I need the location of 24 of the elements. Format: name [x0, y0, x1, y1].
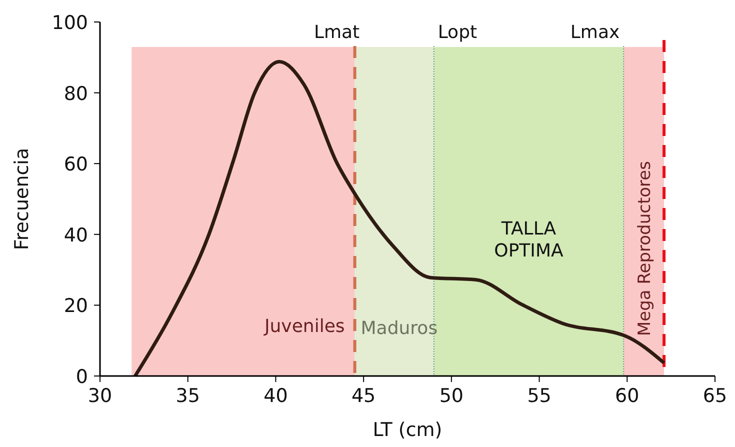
x-axis-title: LT (cm) [372, 419, 442, 441]
y-axis-title: Frecuencia [11, 148, 33, 250]
x-tick-label: 30 [88, 385, 112, 407]
y-tick-label: 100 [52, 12, 88, 34]
band-label: Maduros [360, 318, 438, 339]
band-label: TALLA OPTIMA [494, 218, 564, 262]
x-tick-label: 50 [439, 385, 464, 407]
y-tick-label: 60 [64, 154, 88, 176]
x-tick-label: 65 [702, 385, 728, 407]
ref-line-label: Lopt [438, 22, 478, 43]
x-tick-label: 60 [615, 385, 640, 407]
x-tick-label: 35 [176, 385, 200, 407]
ref-line-label: Lmax [570, 22, 620, 43]
y-tick-label: 80 [64, 82, 88, 105]
x-tick-label: 45 [351, 385, 376, 407]
ref-line-label: Lmat [314, 22, 360, 43]
line-series [133, 60, 666, 378]
y-tick-label: 20 [64, 295, 88, 318]
x-tick-label: 55 [527, 385, 552, 407]
y-tick-label: 0 [76, 366, 88, 388]
y-tick-label: 40 [64, 224, 88, 246]
band-label: Juveniles [263, 316, 345, 337]
band-label: Mega Reproductores [634, 160, 655, 336]
x-tick-label: 40 [264, 385, 288, 407]
